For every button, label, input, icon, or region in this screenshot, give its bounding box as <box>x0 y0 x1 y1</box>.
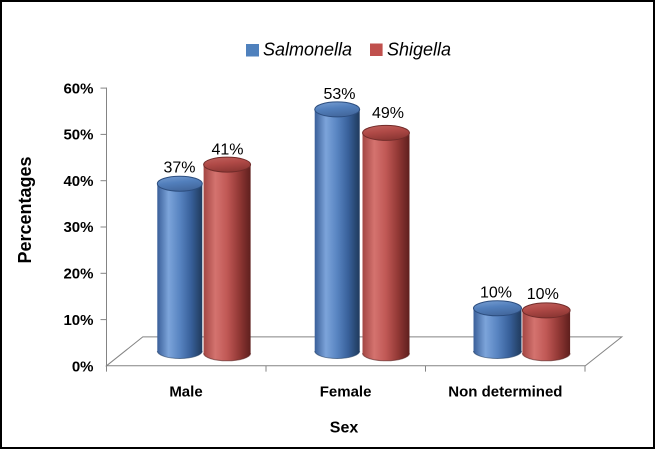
svg-text:37%: 37% <box>163 160 195 177</box>
svg-text:Sex: Sex <box>330 420 359 437</box>
svg-text:0%: 0% <box>72 359 94 376</box>
svg-text:53%: 53% <box>323 86 355 103</box>
svg-text:10%: 10% <box>480 285 512 302</box>
svg-text:49%: 49% <box>372 105 404 122</box>
svg-text:41%: 41% <box>211 141 243 158</box>
svg-text:20%: 20% <box>63 266 93 283</box>
svg-text:50%: 50% <box>63 127 93 144</box>
svg-text:Salmonella: Salmonella <box>263 40 352 60</box>
svg-text:10%: 10% <box>527 286 559 303</box>
svg-text:10%: 10% <box>63 312 93 329</box>
svg-text:Non determined: Non determined <box>448 384 562 401</box>
svg-text:40%: 40% <box>63 173 93 190</box>
svg-text:Female: Female <box>320 384 372 401</box>
svg-text:Shigella: Shigella <box>387 40 451 60</box>
svg-text:Male: Male <box>169 384 202 401</box>
svg-text:Percentages: Percentages <box>15 156 35 263</box>
svg-text:60%: 60% <box>63 80 93 97</box>
svg-text:30%: 30% <box>63 219 93 236</box>
